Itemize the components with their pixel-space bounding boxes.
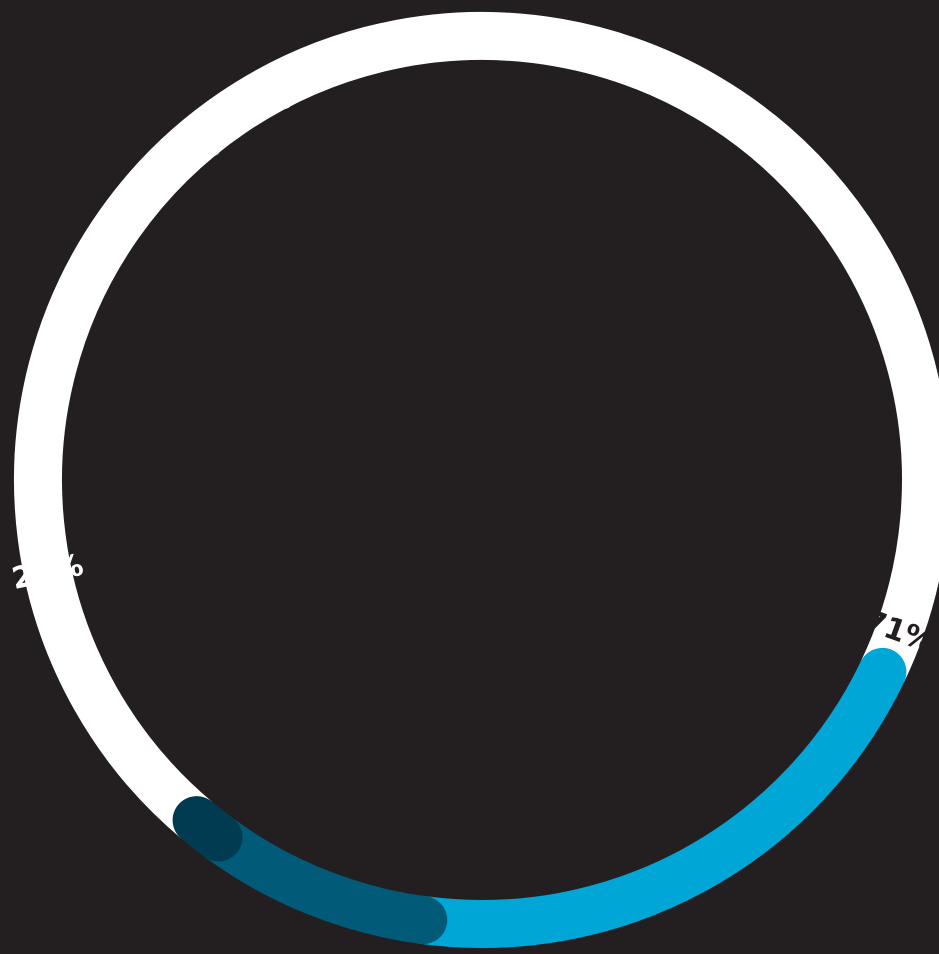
donut-slice-1pct (172, 796, 243, 862)
donut-slices (14, 12, 939, 948)
donut-slice-20pct (399, 647, 907, 948)
donut-slice-8pct (194, 813, 448, 945)
donut-slice-71pct (14, 12, 939, 839)
